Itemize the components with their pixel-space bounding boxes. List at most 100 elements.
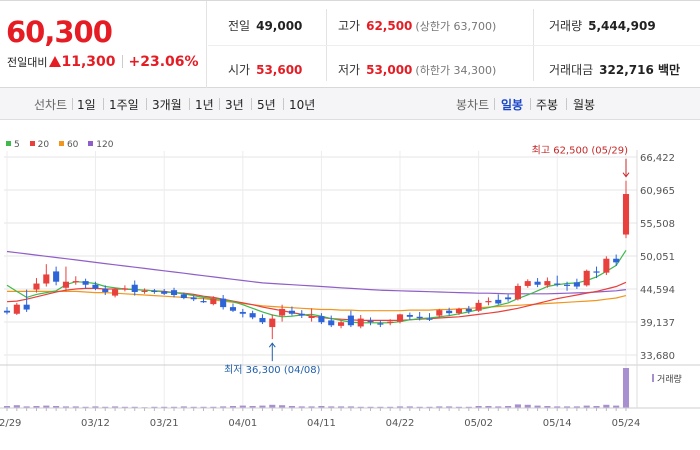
candle-body [288, 310, 295, 314]
low-annotation: 최저 36,300 (04/08) [224, 364, 320, 376]
volume-bar [161, 406, 168, 408]
legend-item-ma60: 60 [58, 140, 79, 150]
candle-body [387, 321, 394, 323]
volume-bar [239, 405, 246, 408]
candle-body [622, 194, 630, 235]
high-arrow-icon [622, 172, 630, 178]
y-tick-label: 60,965 [640, 186, 675, 197]
range-1y-tab[interactable]: 1년 [195, 98, 214, 112]
candle-body [318, 316, 325, 323]
volume-bar [190, 406, 197, 408]
current-price: 60,300 [6, 15, 113, 49]
candle-body [593, 271, 600, 273]
candle-body [475, 302, 482, 311]
candle-body [406, 314, 413, 317]
stat-label: 거래량 [549, 19, 583, 33]
volume-bar [112, 406, 119, 408]
volume-bar [72, 406, 79, 408]
range-3m-tab[interactable]: 3개월 [152, 98, 182, 112]
volume-bar [200, 406, 207, 408]
range-10y-tab[interactable]: 10년 [289, 98, 316, 112]
volume-bar [43, 405, 50, 408]
stat-label: 전일 [228, 19, 251, 33]
volume-bar [210, 406, 217, 408]
line-chart-title: 선차트 [34, 98, 68, 112]
legend-item-ma120: 120 [88, 140, 113, 150]
x-tick-label: 05/24 [612, 418, 641, 429]
volume-bar [357, 406, 364, 408]
stat-label: 시가 [228, 63, 251, 77]
volume-bar [288, 406, 295, 408]
weekly-candle-tab[interactable]: 주봉 [536, 98, 559, 112]
candle-body [239, 311, 246, 314]
monthly-candle-tab[interactable]: 월봉 [573, 98, 596, 112]
divider [146, 98, 147, 110]
legend-swatch [88, 141, 94, 146]
candle-body [82, 281, 89, 285]
up-arrow-icon [49, 56, 62, 67]
legend-label: 120 [96, 140, 114, 150]
lower-limit: (하한가 34,300) [415, 64, 497, 77]
candle-body [544, 281, 551, 286]
x-tick-label: 03/12 [81, 418, 110, 429]
volume-bar [603, 404, 610, 408]
stat-high: 고가 62,500 (상한가 63,700) [338, 17, 496, 34]
volume-bar [524, 404, 531, 408]
candle-body [62, 281, 69, 288]
volume-bar [131, 406, 138, 408]
volume-bar [455, 406, 463, 408]
volume-bar [308, 406, 315, 408]
volume-bar [583, 405, 590, 408]
candle-body [347, 315, 354, 326]
legend-label: 60 [66, 140, 79, 150]
x-tick-label: 02/29 [0, 418, 21, 429]
volume-bar [367, 406, 374, 408]
y-tick-label: 66,422 [640, 153, 675, 164]
daily-candle-tab[interactable]: 일봉 [501, 98, 524, 112]
candle-body [190, 297, 197, 300]
candle-body [514, 285, 521, 300]
volume-bar [121, 406, 128, 408]
candle-body [554, 283, 561, 285]
candle-body [23, 304, 30, 310]
volume-legend-swatch [652, 374, 654, 382]
x-tick-label: 04/11 [307, 418, 336, 429]
divider [566, 98, 567, 110]
divider [530, 98, 531, 110]
stat-volume: 거래량 5,444,909 [549, 17, 656, 34]
stat-label: 거래대금 [549, 63, 594, 77]
stat-value: 49,000 [256, 19, 303, 33]
volume-bar [613, 405, 620, 408]
divider [208, 45, 700, 46]
volume-bar [505, 406, 512, 408]
moving-average-lines [6, 249, 627, 324]
volume-bar [338, 406, 345, 408]
divider [251, 98, 252, 110]
x-tick-label: 04/22 [386, 418, 415, 429]
candle-body [495, 299, 502, 304]
volume-bar [33, 406, 40, 408]
volume-bar [622, 368, 630, 408]
ma120-line [6, 250, 627, 295]
range-3y-tab[interactable]: 3년 [225, 98, 244, 112]
candle-body [465, 308, 472, 312]
divider [283, 98, 284, 110]
volume-bar [465, 406, 472, 408]
volume-bar [151, 406, 158, 408]
volume-bar [544, 406, 551, 408]
candle-body [3, 310, 11, 313]
divider [494, 98, 495, 110]
candle-body [200, 301, 207, 303]
range-1w-tab[interactable]: 1주일 [109, 98, 139, 112]
range-1d-tab[interactable]: 1일 [77, 98, 96, 112]
volume-bar [436, 406, 443, 408]
y-tick-label: 39,137 [640, 318, 675, 329]
candle-body [377, 323, 384, 325]
volume-bar [514, 404, 521, 408]
volume-bar [396, 406, 404, 408]
volume-bar [534, 405, 541, 408]
ma20-line [6, 281, 627, 321]
range-5y-tab[interactable]: 5년 [257, 98, 276, 112]
candle-body [613, 258, 620, 263]
